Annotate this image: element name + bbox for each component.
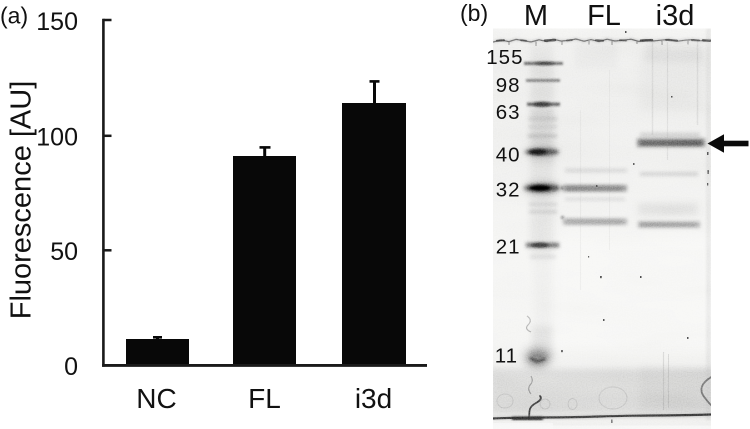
svg-text:M: M xyxy=(524,0,548,32)
svg-text:98: 98 xyxy=(496,74,521,97)
svg-text:(a): (a) xyxy=(0,3,28,29)
svg-text:11: 11 xyxy=(495,345,518,368)
svg-text:i3d: i3d xyxy=(656,0,695,32)
svg-text:50: 50 xyxy=(50,238,78,266)
svg-text:100: 100 xyxy=(36,124,78,152)
svg-text:i3d: i3d xyxy=(355,383,392,414)
svg-text:21: 21 xyxy=(496,236,521,259)
svg-text:63: 63 xyxy=(496,101,521,124)
svg-text:40: 40 xyxy=(496,144,521,167)
svg-text:Fluorescence [AU]: Fluorescence [AU] xyxy=(6,81,38,320)
svg-text:155: 155 xyxy=(486,46,523,69)
svg-text:0: 0 xyxy=(64,353,78,381)
svg-text:FL: FL xyxy=(248,383,281,414)
svg-text:(b): (b) xyxy=(460,0,488,26)
svg-text:150: 150 xyxy=(36,8,78,36)
svg-text:NC: NC xyxy=(136,383,176,414)
svg-text:FL: FL xyxy=(587,0,621,32)
svg-text:32: 32 xyxy=(496,179,521,202)
